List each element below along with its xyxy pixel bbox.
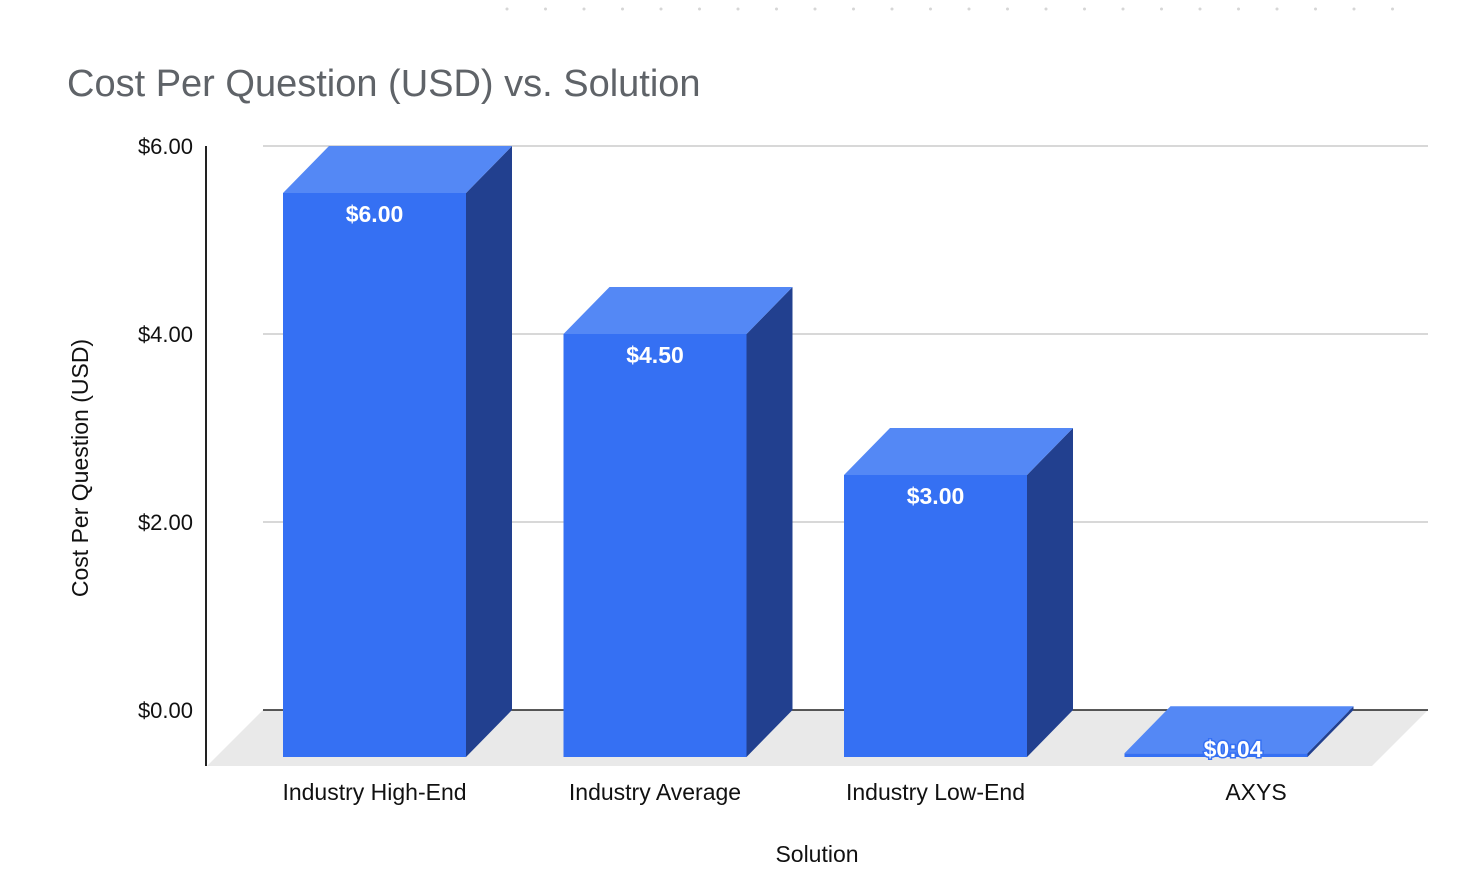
dot [1006, 7, 1009, 11]
bar-top [283, 146, 512, 193]
top-dot-row [505, 7, 1394, 11]
bar-front [283, 193, 466, 757]
x-tick-label: Industry High-End [282, 779, 466, 805]
dot [1044, 7, 1048, 11]
y-tick-label: $4.00 [138, 322, 193, 347]
dot [1314, 7, 1317, 11]
dot [929, 7, 932, 11]
bar-top [563, 287, 793, 334]
bar [563, 287, 793, 757]
dot [659, 7, 663, 11]
dot [621, 7, 624, 11]
dot [544, 7, 547, 11]
data-label: $6.00 [346, 201, 404, 227]
bar [844, 428, 1073, 757]
bar-side [746, 287, 793, 757]
bar-side [1027, 428, 1073, 757]
y-tick-label: $0.00 [138, 698, 193, 723]
y-axis-ticks: $0.00 $2.00 $4.00 $6.00 [138, 134, 193, 723]
chart-floor [207, 710, 1428, 766]
dot [890, 7, 894, 11]
dot [813, 7, 817, 11]
dot [1160, 7, 1163, 11]
dot [698, 7, 701, 11]
data-labels: $6.00 $4.50 $3.00 $0:04 [346, 201, 1264, 764]
bar [283, 146, 512, 757]
bars [283, 146, 1354, 757]
chart-title: Cost Per Question (USD) vs. Solution [67, 63, 701, 105]
x-axis-title: Solution [775, 841, 858, 867]
data-label: $4.50 [626, 342, 684, 368]
dot [736, 7, 740, 11]
bar-side [1307, 706, 1354, 757]
dot [967, 7, 971, 11]
dot [1121, 7, 1125, 11]
dot [505, 7, 509, 11]
dot [775, 7, 778, 11]
category-labels: Industry High-End Industry Average Industr… [282, 779, 1286, 805]
dot [1352, 7, 1356, 11]
bar-front [563, 334, 747, 757]
data-label: $0:04 [1204, 736, 1263, 762]
bar-top [844, 428, 1073, 475]
bar-front [844, 475, 1027, 757]
bar [1124, 706, 1354, 757]
y-tick-label: $6.00 [138, 134, 193, 159]
dot [852, 7, 855, 11]
dot [1198, 7, 1202, 11]
bar-front [1124, 753, 1308, 757]
dot [1391, 7, 1394, 11]
dot [582, 7, 586, 11]
x-tick-label: AXYS [1225, 779, 1286, 805]
y-tick-label: $2.00 [138, 510, 193, 535]
x-tick-label: Industry Average [569, 779, 741, 805]
bar-top [1124, 706, 1354, 754]
dot [1237, 7, 1240, 11]
dot [1275, 7, 1279, 11]
x-tick-label: Industry Low-End [846, 779, 1025, 805]
y-axis-title: Cost Per Question (USD) [67, 339, 93, 597]
dot [1083, 7, 1086, 11]
bar-side [466, 146, 512, 757]
data-label: $3.00 [907, 483, 965, 509]
